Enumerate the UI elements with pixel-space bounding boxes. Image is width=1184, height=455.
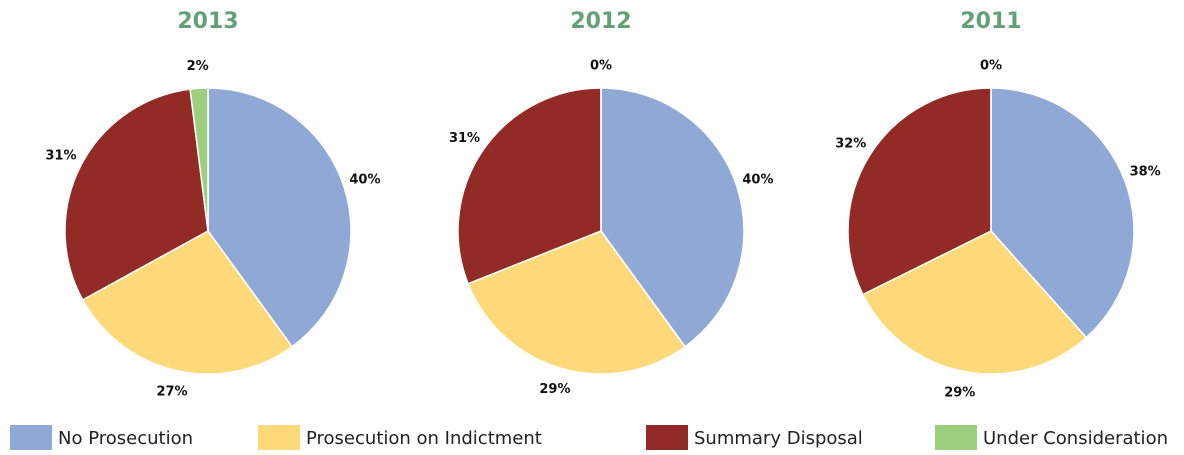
pie-slice <box>64 88 209 301</box>
data-label: 0% <box>590 59 612 74</box>
legend-label: Prosecution on Indictment <box>306 428 542 449</box>
pie-slice <box>600 87 745 348</box>
pie-slice <box>990 87 1135 339</box>
data-label: 29% <box>944 386 975 401</box>
pie-slice <box>81 230 294 375</box>
legend-label: Summary Disposal <box>694 428 863 449</box>
chart-title: 2012 <box>570 9 631 34</box>
chart-title: 2013 <box>177 9 238 34</box>
pie-slice <box>847 87 992 296</box>
legend-swatch <box>646 425 688 450</box>
legend-swatch <box>935 425 977 450</box>
pie-slice <box>207 87 352 348</box>
data-label: 32% <box>835 137 866 152</box>
data-label: 31% <box>449 131 480 146</box>
data-label: 2% <box>187 59 209 74</box>
legend-swatch <box>10 425 52 450</box>
pie-slice <box>861 230 1088 375</box>
data-label: 38% <box>1130 165 1161 180</box>
chart-title: 2011 <box>960 9 1021 34</box>
data-label: 27% <box>156 385 187 400</box>
data-label: 31% <box>45 149 76 164</box>
legend-label: Under Consideration <box>983 428 1168 449</box>
legend-label: No Prosecution <box>58 428 193 449</box>
data-label: 0% <box>980 59 1002 74</box>
data-label: 40% <box>742 173 773 188</box>
pie-slice <box>189 87 209 232</box>
pie-slice <box>467 230 687 375</box>
data-label: 40% <box>349 173 380 188</box>
data-label: 29% <box>539 382 570 397</box>
legend-swatch <box>258 425 300 450</box>
pie-slice <box>457 87 602 285</box>
